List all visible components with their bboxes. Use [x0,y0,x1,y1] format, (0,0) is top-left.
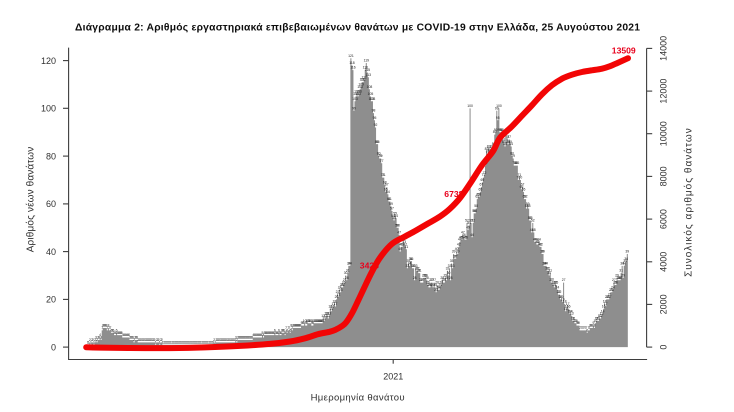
svg-text:14000: 14000 [659,36,669,61]
svg-text:13509: 13509 [612,45,636,55]
svg-text:2000: 2000 [659,294,669,314]
svg-text:0: 0 [51,342,56,352]
svg-text:8000: 8000 [659,166,669,186]
svg-text:Διάγραμμα 2: Αριθμός εργαστηρι: Διάγραμμα 2: Αριθμός εργαστηριακά επιβεβ… [75,22,640,33]
svg-text:2021: 2021 [383,372,403,382]
svg-text:40: 40 [46,247,56,257]
svg-text:10000: 10000 [659,121,669,146]
svg-text:Συνολικός αριθμός θανάτων: Συνολικός αριθμός θανάτων [683,128,695,277]
svg-text:4000: 4000 [659,252,669,272]
svg-text:20: 20 [46,295,56,305]
svg-text:0: 0 [659,345,669,350]
svg-text:60: 60 [46,199,56,209]
svg-text:Ημερομηνία θανάτου: Ημερομηνία θανάτου [311,392,405,403]
svg-text:120: 120 [41,56,56,66]
svg-text:3428: 3428 [360,260,379,270]
svg-text:100: 100 [41,104,56,114]
svg-text:80: 80 [46,151,56,161]
svg-text:Αριθμός νέων θανάτων: Αριθμός νέων θανάτων [25,147,37,253]
svg-text:6738: 6738 [444,189,463,199]
svg-text:12000: 12000 [659,79,669,104]
svg-text:6000: 6000 [659,209,669,229]
